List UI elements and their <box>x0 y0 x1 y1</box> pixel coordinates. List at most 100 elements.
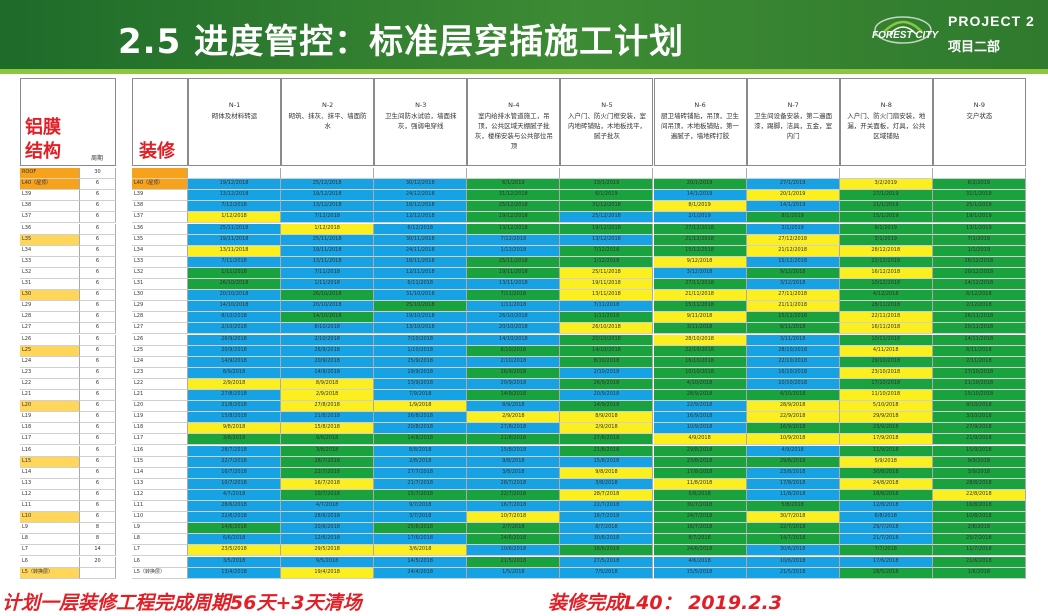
schedule-date-cell <box>374 168 468 180</box>
schedule-date-cell: 27/1/2019 <box>746 179 840 191</box>
left-period-value: 6 <box>80 367 116 379</box>
schedule-date-cell: 1/11/2018 <box>467 301 561 313</box>
schedule-date-cell: 15/1/2019 <box>839 212 933 224</box>
schedule-date-cell: 29/8/2018 <box>653 445 747 457</box>
schedule-date-cell: 20/1/2019 <box>653 179 747 191</box>
schedule-date-cell: 16/10/2018 <box>653 356 747 368</box>
right-floor-label: L40（屋顶） <box>132 179 188 191</box>
left-floor-label: L9 <box>20 523 80 535</box>
schedule-date-cell: 29/10/2018 <box>839 356 933 368</box>
schedule-date-cell: 11/8/2018 <box>746 489 840 501</box>
schedule-date-cell: 10/11/2018 <box>839 334 933 346</box>
schedule-date-cell: 9/12/2018 <box>746 267 840 279</box>
schedule-date-cell: 3/1/2019 <box>839 234 933 246</box>
schedule-date-cell: 2/10/2018 <box>281 334 375 346</box>
schedule-date-cell: 19/11/2018 <box>467 267 561 279</box>
left-floor-label: L37 <box>20 212 80 224</box>
schedule-date-cell: 8/10/2018 <box>467 345 561 357</box>
stage-description: 砌体及材料转运 <box>211 112 258 120</box>
schedule-date-cell: 30/8/2018 <box>839 467 933 479</box>
right-floor-label: L16 <box>132 445 188 457</box>
schedule-date-cell: 19/11/2018 <box>188 234 282 246</box>
schedule-date-cell: 22/11/2018 <box>839 312 933 324</box>
left-period-value: 6 <box>80 179 116 191</box>
schedule-date-cell: 14/12/2018 <box>932 279 1026 291</box>
schedule-date-cell <box>932 168 1026 180</box>
left-floor-label: L24 <box>20 356 80 368</box>
right-floor-label: L29 <box>132 301 188 313</box>
page-title: 2.5 进度管控：标准层穿插施工计划 <box>118 22 685 62</box>
stage-code: N-4 <box>508 101 520 109</box>
schedule-date-cell: 24/6/2018 <box>653 545 747 557</box>
right-floor-label: L38 <box>132 201 188 213</box>
schedule-date-cell: 14/5/2018 <box>374 556 468 568</box>
right-floor-label: L34 <box>132 245 188 257</box>
schedule-date-cell: 19/12/2018 <box>467 212 561 224</box>
schedule-date-cell: 28/10/2018 <box>746 345 840 357</box>
schedule-date-cell: 16/12/2018 <box>839 267 933 279</box>
stage-description: 厨卫墙砖铺贴，吊顶，卫生间吊顶，木地板铺贴，第一遍腻子，墙地砖打胶 <box>661 112 740 140</box>
schedule-date-cell: 14/10/2018 <box>281 312 375 324</box>
schedule-date-cell: 28/6/2018 <box>281 512 375 524</box>
schedule-date-cell: 28/9/2018 <box>746 401 840 413</box>
schedule-date-cell: 5/8/2018 <box>653 489 747 501</box>
schedule-date-cell: 3/2/2019 <box>839 179 933 191</box>
left-floor-label: L7 <box>20 545 80 557</box>
schedule-date-cell: 15/12/2018 <box>746 256 840 268</box>
schedule-date-cell: 20/10/2018 <box>560 334 654 346</box>
schedule-date-cell: 9/11/2018 <box>746 323 840 335</box>
schedule-date-cell: 7/11/2018 <box>467 290 561 302</box>
schedule-date-cell: 27/1/2019 <box>839 190 933 202</box>
schedule-date-cell: 21/8/2018 <box>188 401 282 413</box>
left-period-value: 6 <box>80 301 116 313</box>
schedule-date-cell: 31/1/2019 <box>932 190 1026 202</box>
schedule-date-cell: 21/5/2018 <box>746 567 840 579</box>
left-floor-label: L19 <box>20 412 80 424</box>
right-floor-label: L10 <box>132 512 188 524</box>
schedule-date-cell: 28/10/2018 <box>653 334 747 346</box>
project-name-cn: 项目二部 <box>948 40 1001 55</box>
left-period-value: 6 <box>80 212 116 224</box>
schedule-date-cell: 14/9/2018 <box>281 367 375 379</box>
schedule-date-cell: 10/6/2018 <box>467 545 561 557</box>
left-floor-label: L39 <box>20 190 80 202</box>
stage-code: N-9 <box>973 101 986 109</box>
schedule-date-cell: 10/12/2018 <box>839 279 933 291</box>
left-period-value: 6 <box>80 256 116 268</box>
right-table-title-header: 装修 <box>132 78 188 166</box>
schedule-date-cell: 8/10/2018 <box>281 323 375 335</box>
schedule-date-cell: 27/11/2018 <box>746 290 840 302</box>
left-period-value: 6 <box>80 434 116 446</box>
schedule-date-cell: 25/6/2018 <box>374 523 468 535</box>
left-floor-label: L40（屋顶） <box>20 179 80 191</box>
right-floor-label: L7 <box>132 545 188 557</box>
schedule-date-cell: 13/1/2019 <box>560 179 654 191</box>
schedule-date-cell: 5/10/2018 <box>839 401 933 413</box>
schedule-date-cell: 17/8/2018 <box>746 478 840 490</box>
schedule-date-cell: 23/5/2018 <box>188 545 282 557</box>
schedule-date-cell: 8/7/2018 <box>653 534 747 546</box>
schedule-date-cell: 26/10/2018 <box>467 312 561 324</box>
schedule-date-cell: 10/10/2018 <box>746 378 840 390</box>
schedule-date-cell: 23/9/2018 <box>839 423 933 435</box>
left-floor-label: L38 <box>20 201 80 213</box>
schedule-date-cell: 8/10/2018 <box>560 356 654 368</box>
stage-description: 入户门、防火门扇安装，地漏，开关面板，灯具，公共区域铺贴 <box>847 112 926 140</box>
left-floor-label: L15 <box>20 456 80 468</box>
schedule-date-cell: 15/9/2018 <box>932 445 1026 457</box>
right-floor-label: L19 <box>132 412 188 424</box>
schedule-date-cell: 13/11/2018 <box>188 245 282 257</box>
schedule-date-cell: 31/12/2018 <box>467 190 561 202</box>
stage-code: N-6 <box>694 101 706 109</box>
schedule-date-cell: 9/8/2018 <box>188 423 282 435</box>
stage-description: 交户状态 <box>966 112 993 120</box>
schedule-date-cell <box>560 168 654 180</box>
schedule-date-cell: 23/10/2018 <box>839 367 933 379</box>
title-banner: 2.5 进度管控：标准层穿插施工计划 FOREST CITY PROJECT 2… <box>0 0 1048 74</box>
schedule-date-cell: 12/6/2018 <box>281 534 375 546</box>
schedule-date-cell: 2/12/2018 <box>932 301 1026 313</box>
schedule-date-cell: 20/6/2018 <box>281 523 375 535</box>
left-floor-label: L23 <box>20 367 80 379</box>
schedule-date-cell: 28/9/2018 <box>653 390 747 402</box>
schedule-date-cell: 9/5/2018 <box>281 556 375 568</box>
